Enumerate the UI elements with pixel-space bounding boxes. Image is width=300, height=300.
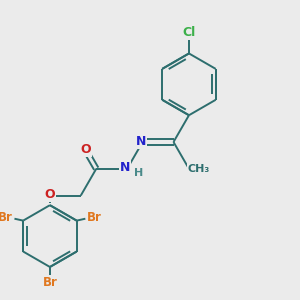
Text: H: H: [134, 168, 143, 178]
Text: Br: Br: [43, 276, 57, 289]
Text: N: N: [136, 134, 146, 148]
Text: Br: Br: [0, 211, 13, 224]
Text: Br: Br: [87, 211, 101, 224]
Text: Cl: Cl: [182, 26, 196, 39]
Text: N: N: [120, 161, 130, 174]
Text: CH₃: CH₃: [188, 164, 210, 174]
Text: O: O: [80, 142, 91, 156]
Text: O: O: [45, 188, 55, 201]
